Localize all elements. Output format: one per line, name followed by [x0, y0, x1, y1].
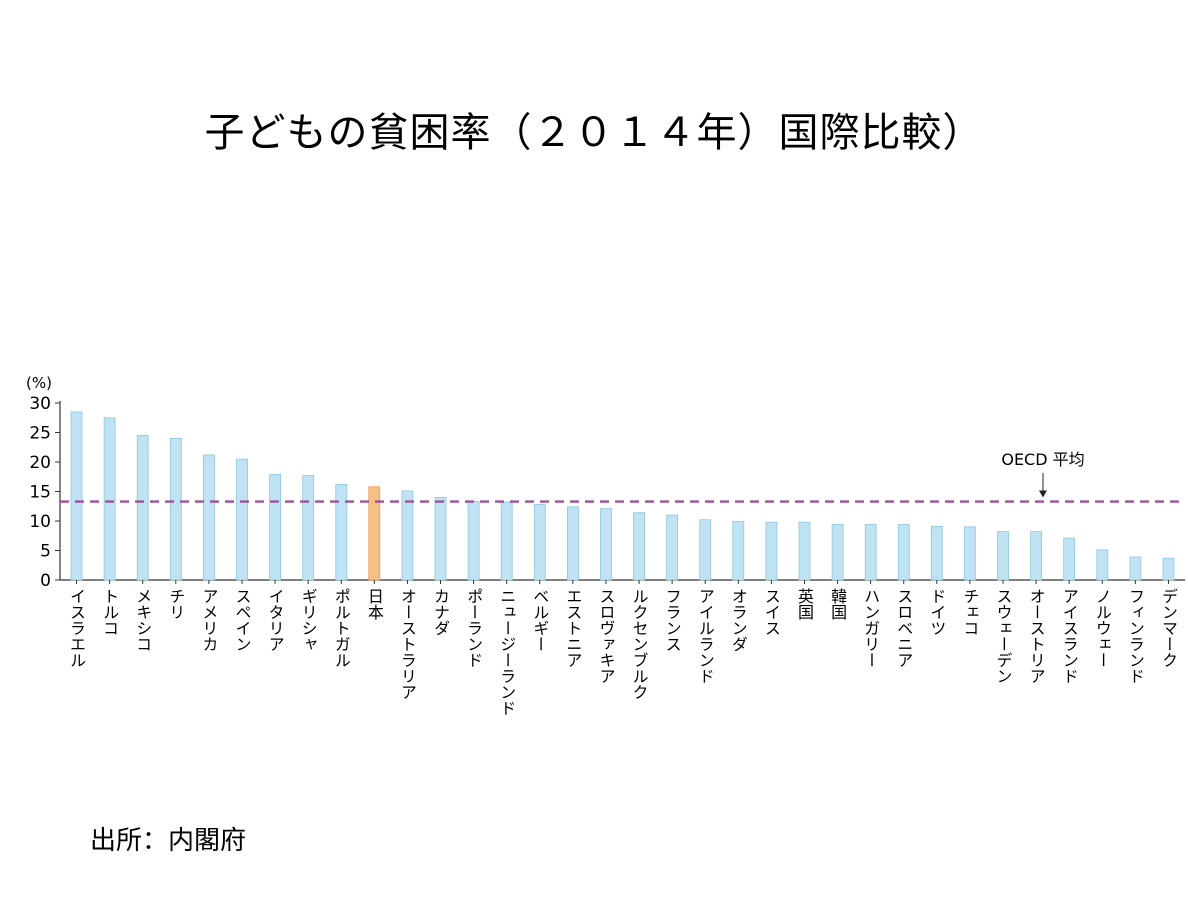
bar-21 [765, 521, 778, 581]
category-label-31: ノルウェー [1093, 588, 1112, 668]
bar-15 [567, 506, 579, 581]
bar-31 [1096, 549, 1109, 581]
bar-19 [699, 519, 712, 581]
bar-14 [533, 504, 546, 581]
category-label-28: スウェーデン [994, 588, 1013, 684]
category-label-32: フィンランド [1126, 588, 1145, 684]
page-title: 子どもの貧困率（２０１４年）国際比較） [204, 110, 984, 156]
y-tick-label: 0 [40, 571, 51, 591]
category-label-6: イタリア [266, 588, 285, 652]
category-label-20: オランダ [729, 588, 748, 652]
bar-11 [434, 496, 447, 581]
bar-0 [70, 411, 83, 581]
y-tick-label: 15 [29, 483, 51, 503]
category-label-3: チリ [166, 588, 185, 620]
category-label-26: ドイツ [927, 588, 946, 636]
category-label-30: アイスランド [1060, 588, 1079, 684]
bar-6 [269, 473, 282, 581]
bar-22 [798, 521, 811, 581]
bar-33 [1162, 557, 1175, 581]
oecd-average-label: OECD 平均 [1001, 450, 1084, 469]
category-label-19: アイルランド [696, 588, 715, 684]
category-label-0: イスラエル [67, 588, 86, 668]
category-label-21: スイス [762, 588, 781, 636]
category-label-1: トルコ [100, 588, 119, 636]
category-label-22: 英国 [795, 588, 814, 620]
bar-17 [633, 512, 645, 581]
category-label-25: スロベニア [894, 588, 913, 668]
category-label-15: エストニア [563, 588, 582, 668]
category-label-2: メキシコ [133, 588, 152, 652]
bar-1 [103, 417, 116, 581]
source-note: 出所：内閣府 [90, 826, 247, 856]
category-label-18: フランス [663, 588, 682, 652]
category-label-12: ポーランド [464, 588, 483, 668]
bar-13 [500, 501, 513, 581]
bar-23 [831, 524, 844, 581]
bar-2 [136, 434, 149, 581]
bar-10 [401, 490, 414, 581]
category-label-7: ギリシャ [299, 588, 318, 652]
bar-24 [864, 524, 877, 581]
y-tick-label: 20 [29, 453, 51, 473]
bar-29 [1030, 531, 1042, 581]
bar-26 [930, 525, 943, 581]
bar-30 [1063, 537, 1076, 581]
category-label-8: ポルトガル [332, 588, 351, 668]
category-label-17: ルクセンブルク [630, 588, 649, 700]
bar-20 [732, 521, 745, 581]
bar-25 [897, 524, 910, 581]
y-axis-unit: (%) [26, 374, 52, 392]
bar-27 [964, 526, 976, 581]
category-label-29: オーストリア [1027, 588, 1046, 684]
category-label-11: カナダ [431, 588, 450, 636]
category-label-27: チェコ [960, 588, 979, 636]
category-label-4: アメリカ [199, 588, 218, 652]
category-label-14: ベルギー [530, 588, 549, 652]
category-label-33: デンマーク [1159, 588, 1178, 668]
category-label-10: オーストラリア [398, 588, 417, 700]
bar-16 [600, 508, 612, 581]
y-tick-label: 5 [40, 542, 51, 562]
category-label-13: ニュージーランド [497, 588, 516, 716]
category-label-16: スロヴァキア [596, 588, 615, 684]
bar-5 [236, 458, 248, 581]
category-label-5: スペイン [232, 588, 251, 652]
bar-32 [1129, 556, 1142, 581]
bar-8 [335, 483, 348, 581]
category-label-23: 韓国 [828, 588, 847, 620]
category-label-24: ハンガリー [861, 588, 880, 668]
y-tick-label: 25 [29, 424, 51, 444]
y-tick-label: 30 [29, 394, 51, 414]
bar-7 [302, 475, 315, 581]
annotation-arrow-head [1039, 490, 1047, 498]
bar-12 [467, 501, 480, 581]
category-label-9: 日本 [365, 588, 384, 620]
bar-28 [997, 531, 1009, 581]
bar-4 [202, 454, 215, 581]
bar-chart: (%) 0 5 10 15 20 25 30 イスラエル トルコ メキシコ チリ アメリカ スペイン イタリ… [26, 374, 1185, 716]
y-tick-label: 10 [29, 512, 51, 532]
bar-3 [169, 437, 182, 581]
bar-18 [666, 514, 678, 581]
